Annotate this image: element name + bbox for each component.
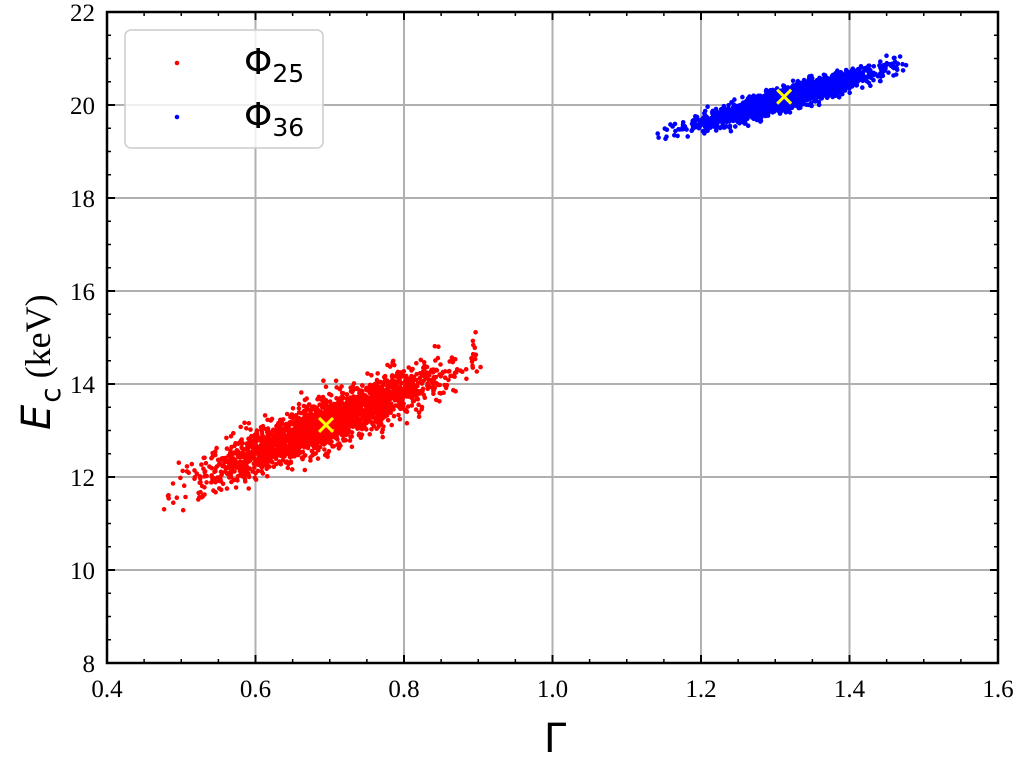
best-fit-markers	[317, 88, 793, 433]
x-tick-label: 0.8	[388, 676, 419, 703]
legend-marker-blue-dot	[174, 114, 180, 120]
y-axis-label-main: E	[14, 404, 60, 430]
legend-marker-red-dot	[174, 60, 180, 66]
best-fit-x-marker	[317, 416, 335, 433]
y-tick-label: 10	[70, 558, 95, 585]
y-tick-label: 12	[70, 465, 95, 492]
best-fit-x-marker	[776, 88, 793, 105]
x-tick-label: 0.6	[240, 676, 271, 703]
legend-entry-phi36: Φ36	[244, 96, 304, 142]
legend-box	[124, 29, 324, 149]
legend-entry-phi25: Φ25	[244, 42, 304, 88]
axis-ticks	[106, 11, 999, 664]
legend: Φ25 Φ36	[124, 29, 324, 149]
y-tick-label: 16	[70, 279, 95, 306]
y-axis-label: Ec (keV)	[14, 294, 67, 430]
y-axis-label-sub: c	[34, 387, 67, 402]
y-tick-label: 22	[70, 0, 95, 27]
grid-lines	[106, 11, 999, 664]
y-tick-labels: 8 10 12 14 16 18 20 22	[70, 0, 96, 678]
x-tick-label: 1.2	[685, 676, 716, 703]
x-tick-labels: 0.4 0.6 0.8 1.0 1.2 1.4 1.6	[91, 676, 1013, 703]
y-tick-label: 20	[70, 93, 95, 120]
y-tick-label: 18	[70, 186, 95, 213]
y-tick-label: 8	[83, 651, 96, 678]
svg-text:Ec (keV): Ec (keV)	[14, 294, 67, 430]
x-tick-label: 1.0	[537, 676, 568, 703]
y-tick-label: 14	[70, 372, 96, 399]
x-tick-label: 0.4	[91, 676, 123, 703]
x-tick-label: 1.6	[982, 676, 1013, 703]
x-axis-label: Γ	[544, 716, 567, 762]
y-axis-label-unit: (keV)	[18, 294, 58, 387]
x-tick-label: 1.4	[834, 676, 866, 703]
